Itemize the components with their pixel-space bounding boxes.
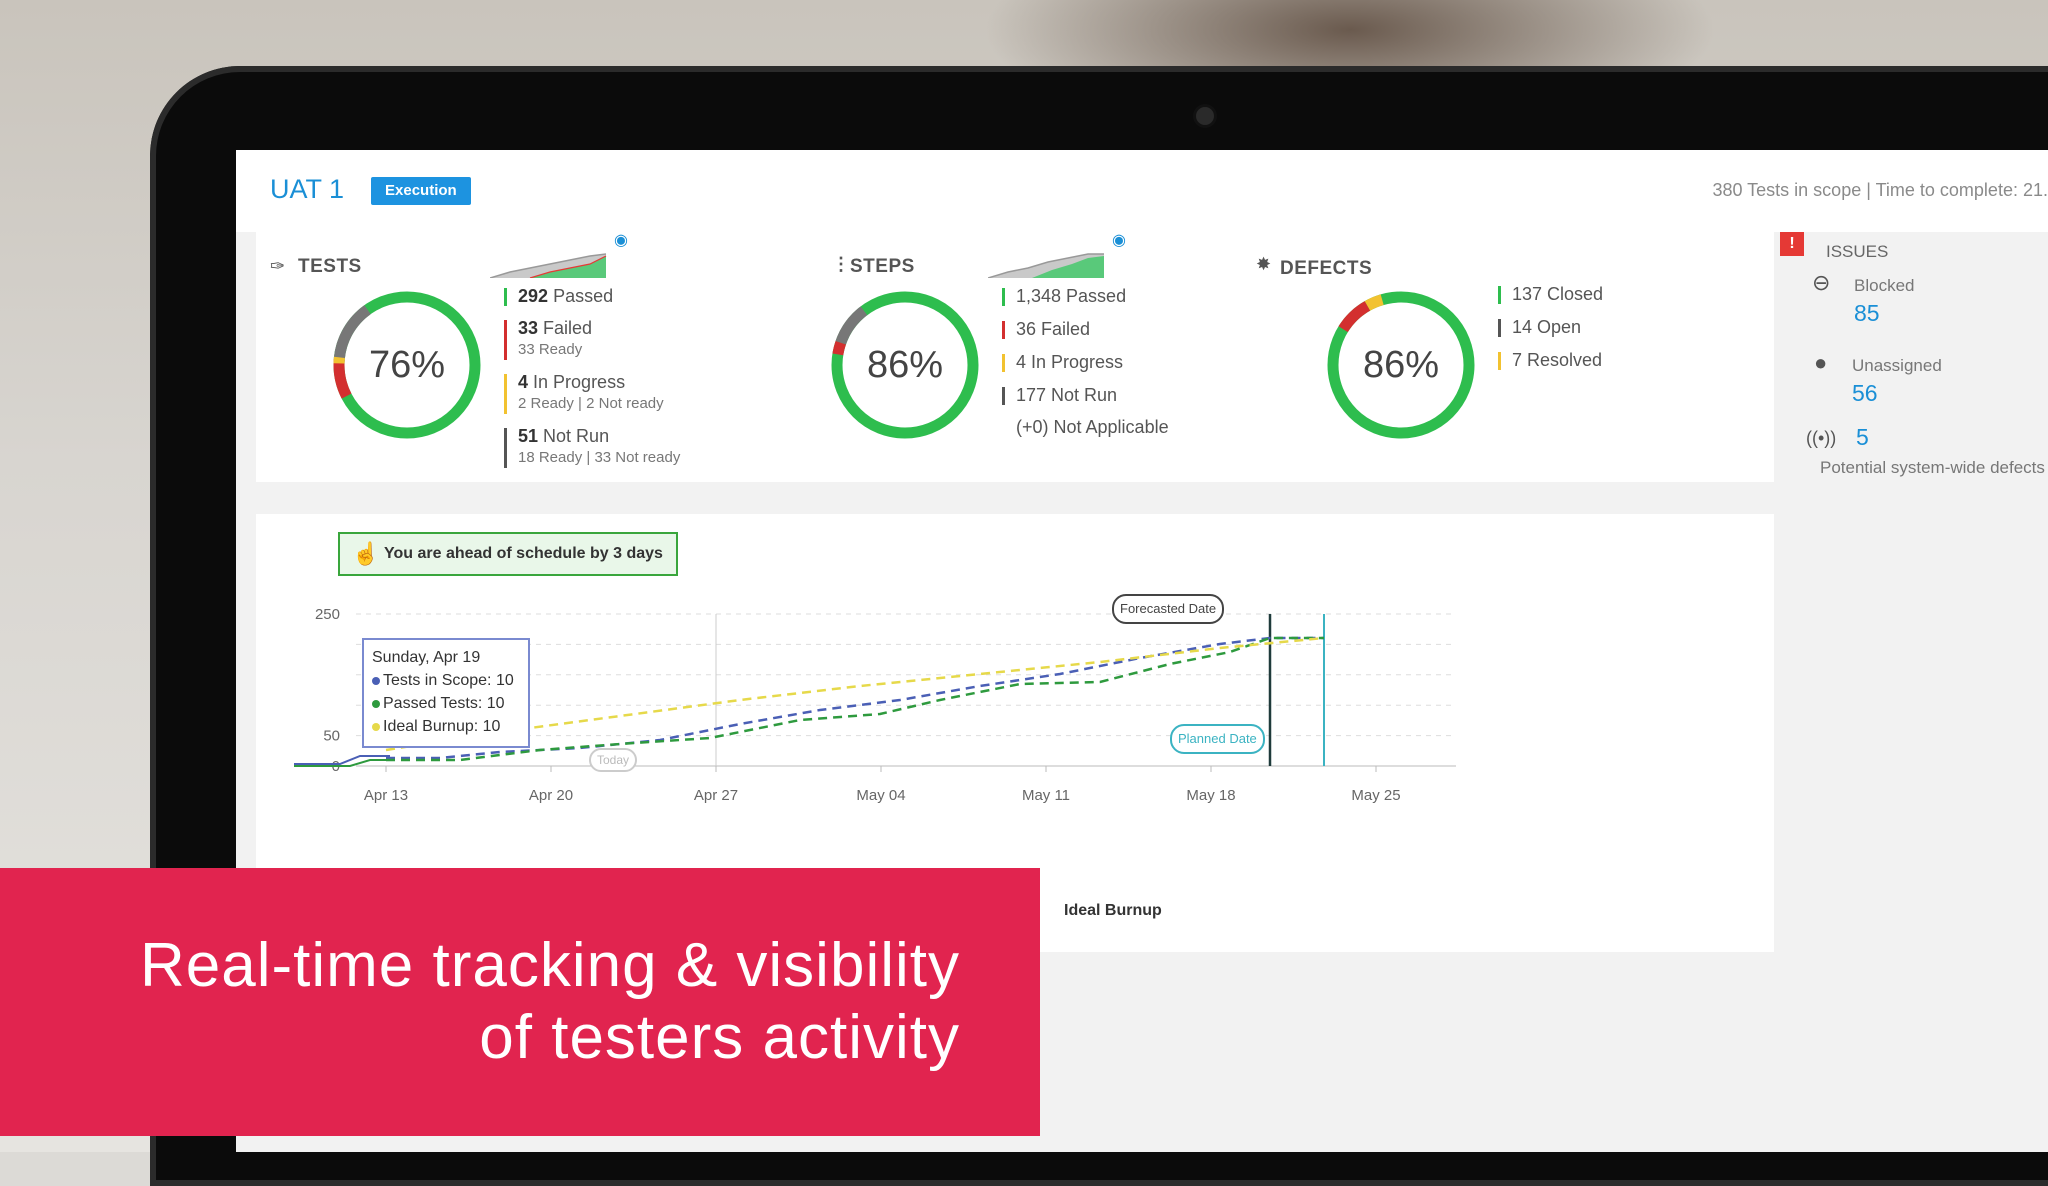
page-title[interactable]: UAT 1 (270, 174, 345, 204)
x-tick-label: May 04 (856, 787, 905, 804)
thumbs-up-icon: ☝ (352, 541, 380, 566)
forecast-date-label: Forecasted Date (1112, 594, 1225, 624)
blocked-label: Blocked (1854, 276, 1915, 295)
series-tests-in-scope (386, 636, 1324, 760)
series-passed-solid (294, 759, 390, 767)
schedule-status: ☝ You are ahead of schedule by 3 days (338, 532, 678, 576)
system-defects-value[interactable]: 5 (1856, 424, 1869, 450)
stats-panel: ✑ TESTS ◉ 76% 292 Passed 33 Failed 33 Re… (256, 232, 1774, 482)
camera-icon (1196, 107, 1214, 125)
defects-closed: 137 Closed (1498, 284, 1603, 305)
steps-not-run: 177 Not Run (1002, 385, 1117, 406)
defects-resolved: 7 Resolved (1498, 350, 1602, 371)
defects-open: 14 Open (1498, 317, 1581, 338)
defects-donut (1327, 291, 1475, 439)
steps-donut (831, 291, 979, 439)
bug-icon: ✸ (1256, 254, 1272, 274)
unassigned-value[interactable]: 56 (1852, 380, 1878, 406)
broadcast-icon: ((•)) (1806, 428, 1837, 448)
tests-eye-icon[interactable]: ◉ (614, 232, 628, 249)
steps-eye-icon[interactable]: ◉ (1112, 232, 1126, 249)
steps-in-progress: 4 In Progress (1002, 352, 1123, 373)
scope-summary: 380 Tests in scope | Time to complete: 2… (1712, 180, 2048, 200)
blocked-icon: ⊖ (1812, 270, 1831, 295)
tests-percent: 76% (368, 344, 446, 386)
chart-tooltip: Sunday, Apr 19 Tests in Scope: 10 Passed… (362, 638, 530, 748)
tests-donut (333, 291, 481, 439)
y-tick-label: 250 (315, 606, 340, 623)
x-tick-label: Apr 27 (694, 787, 738, 804)
alert-icon: ! (1780, 232, 1804, 256)
tests-not-run: 51 Not Run 18 Ready | 33 Not ready (504, 426, 680, 468)
steps-percent: 86% (866, 344, 944, 386)
series-ideal-burnup (385, 636, 1325, 752)
caption-banner: Real-time tracking & visibility of teste… (0, 868, 1040, 1136)
issues-title: ISSUES (1826, 242, 1889, 261)
tests-icon: ✑ (270, 256, 286, 276)
system-defects-label: Potential system-wide defects (1820, 458, 2045, 477)
steps-passed: 1,348 Passed (1002, 286, 1126, 307)
dashboard-screen: UAT 1 Execution 380 Tests in scope | Tim… (236, 150, 2048, 1152)
execution-badge[interactable]: Execution (371, 177, 471, 205)
unassigned-label: Unassigned (1852, 356, 1942, 375)
blocked-value[interactable]: 85 (1854, 300, 1880, 326)
series-scope-solid (294, 755, 390, 765)
x-tick-label: Apr 20 (529, 787, 573, 804)
issues-panel: ! ISSUES ⊖ Blocked 85 ● Unassigned 56 ((… (1776, 232, 2048, 492)
legend-ideal-burnup[interactable]: Ideal Burnup (1064, 902, 1162, 919)
tests-passed: 292 Passed (504, 286, 613, 307)
planned-date-label: Planned Date (1170, 724, 1265, 754)
x-tick-label: May 18 (1186, 787, 1235, 804)
x-tick-label: May 11 (1022, 787, 1070, 804)
tests-sparkline (490, 253, 607, 278)
steps-not-applicable: (+0) Not Applicable (1016, 417, 1169, 437)
today-label: Today (589, 748, 638, 772)
dashboard-header: UAT 1 Execution 380 Tests in scope | Tim… (236, 150, 2048, 232)
y-tick-label: 50 (323, 728, 340, 745)
steps-title: STEPS (850, 256, 915, 277)
defects-title: DEFECTS (1280, 258, 1373, 279)
user-icon: ● (1814, 350, 1828, 375)
tests-failed: 33 Failed 33 Ready (504, 318, 592, 360)
tests-in-progress: 4 In Progress 2 Ready | 2 Not ready (504, 372, 664, 414)
x-tick-label: Apr 13 (364, 787, 408, 804)
x-tick-label: May 25 (1351, 787, 1400, 804)
steps-icon: ⋮ (832, 254, 850, 274)
tests-title: TESTS (298, 256, 362, 277)
series-passed-tests (386, 636, 1324, 762)
defects-percent: 86% (1362, 344, 1440, 386)
steps-sparkline (988, 253, 1104, 278)
caption-text: Real-time tracking & visibility of teste… (140, 931, 960, 1072)
steps-failed: 36 Failed (1002, 319, 1090, 340)
